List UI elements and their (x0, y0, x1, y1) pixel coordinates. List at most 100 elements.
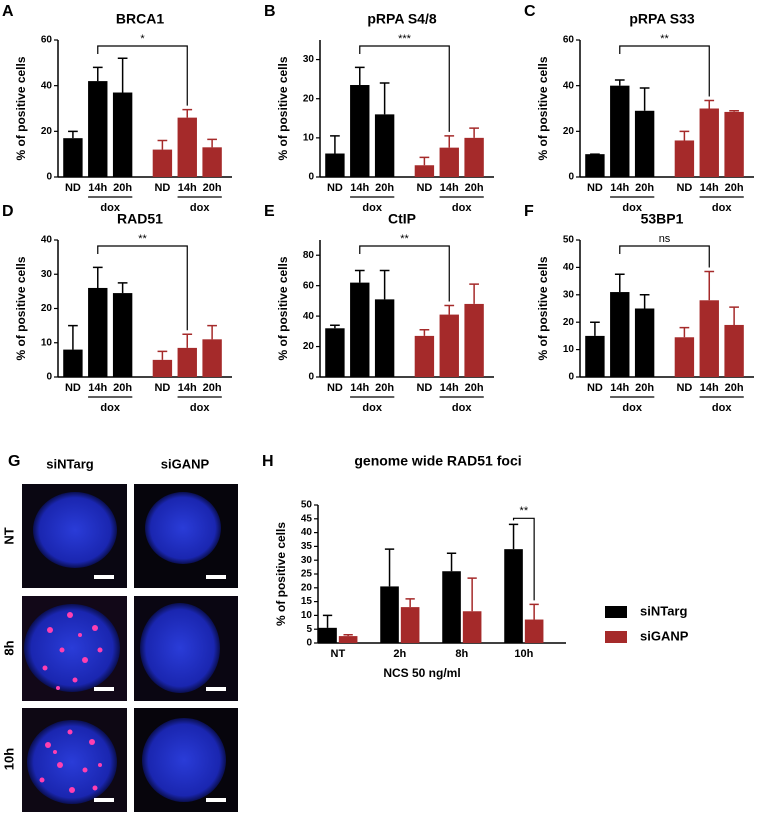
y-tick-label: 30 (303, 54, 315, 65)
group-label: dox (712, 202, 732, 214)
error-bar (92, 266, 103, 288)
bar (202, 147, 222, 177)
y-axis-label: % of positive cells (14, 56, 28, 160)
y-tick-label: 30 (301, 555, 313, 566)
error-bar (354, 269, 365, 283)
y-axis-label: % of positive cells (276, 256, 290, 360)
bar (442, 571, 461, 643)
x-tick-label: ND (587, 382, 603, 394)
panel-letter: A (2, 3, 14, 20)
bar (350, 282, 370, 377)
error-bar (444, 135, 455, 148)
x-tick-label: 20h (375, 182, 394, 194)
significance-label: ** (520, 505, 529, 517)
error-bar (614, 79, 625, 86)
micrographs (22, 484, 238, 812)
bar (724, 111, 744, 177)
significance-label: * (140, 33, 145, 45)
legend-swatch (605, 631, 627, 643)
error-bar (704, 270, 715, 301)
y-tick-label: 0 (306, 638, 312, 649)
y-tick-label: 40 (301, 527, 313, 538)
y-tick-label: 60 (563, 35, 575, 46)
y-tick-label: 30 (563, 289, 575, 300)
error-bar (322, 614, 333, 628)
panel-letter: C (524, 3, 536, 20)
y-axis-label: % of positive cells (276, 56, 290, 160)
error-bar (117, 282, 128, 294)
y-tick-label: 30 (41, 269, 53, 280)
group-label: dox (362, 402, 382, 414)
bar (325, 153, 345, 177)
error-bar (467, 577, 477, 612)
y-tick-label: 0 (568, 372, 574, 383)
x-tick-label: NT (331, 648, 346, 660)
x-tick-label: ND (327, 182, 343, 194)
error-bar (343, 633, 353, 637)
y-tick-label: 60 (41, 35, 53, 46)
legend-label: siNTarg (640, 603, 687, 618)
group-label: dox (452, 402, 472, 414)
x-tick-label: ND (327, 382, 343, 394)
y-tick-label: 15 (301, 596, 313, 607)
chart-title: BRCA1 (116, 11, 164, 27)
y-tick-label: 10 (563, 344, 575, 355)
bar (524, 619, 544, 643)
bar (400, 607, 420, 643)
chart-title: genome wide RAD51 foci (354, 453, 521, 469)
error-bar (379, 269, 390, 300)
y-tick-label: 40 (41, 80, 53, 91)
error-bar (157, 350, 168, 360)
group-label: dox (452, 202, 472, 214)
y-tick-label: 20 (41, 303, 53, 314)
bar (674, 337, 695, 377)
error-bar (182, 108, 193, 118)
x-tick-label: 20h (113, 182, 132, 194)
error-bar (729, 110, 739, 112)
significance-label: ** (660, 33, 669, 45)
bar (202, 339, 222, 377)
x-tick-label: 20h (725, 182, 744, 194)
x-tick-label: 20h (113, 382, 132, 394)
x-tick-label: 20h (635, 182, 654, 194)
y-tick-label: 40 (41, 235, 53, 246)
error-bar (679, 130, 690, 141)
bar (504, 549, 523, 643)
bar (634, 308, 655, 377)
bar (338, 636, 358, 643)
bar (350, 85, 370, 177)
y-tick-label: 20 (301, 582, 313, 593)
bar (610, 85, 630, 177)
error-bar (469, 127, 479, 138)
x-tick-label: 20h (725, 382, 744, 394)
x-tick-label: 14h (178, 382, 197, 394)
bar (439, 314, 459, 377)
error-bar (614, 273, 625, 293)
significance-bracket (97, 245, 188, 331)
y-tick-label: 0 (46, 172, 52, 183)
x-tick-label: 2h (393, 648, 406, 660)
y-tick-label: 45 (301, 513, 313, 524)
bar (674, 140, 695, 177)
error-bar (354, 66, 365, 86)
x-tick-label: 20h (465, 182, 484, 194)
error-bar (469, 283, 479, 304)
significance-bracket (359, 245, 450, 302)
y-tick-label: 20 (563, 126, 575, 137)
bar (318, 627, 337, 643)
y-tick-label: 80 (303, 250, 315, 261)
bar (325, 328, 345, 377)
y-tick-label: 50 (563, 235, 575, 246)
error-bar (590, 321, 600, 336)
group-label: dox (100, 202, 120, 214)
x-tick-label: 14h (178, 182, 197, 194)
y-tick-label: 40 (563, 80, 575, 91)
bar (152, 359, 173, 377)
y-tick-label: 40 (563, 262, 575, 273)
bar (464, 303, 484, 377)
bar (414, 335, 435, 377)
bar (462, 611, 482, 643)
y-tick-label: 0 (308, 172, 314, 183)
x-tick-label: ND (676, 382, 692, 394)
x-tick-label: 14h (610, 182, 629, 194)
